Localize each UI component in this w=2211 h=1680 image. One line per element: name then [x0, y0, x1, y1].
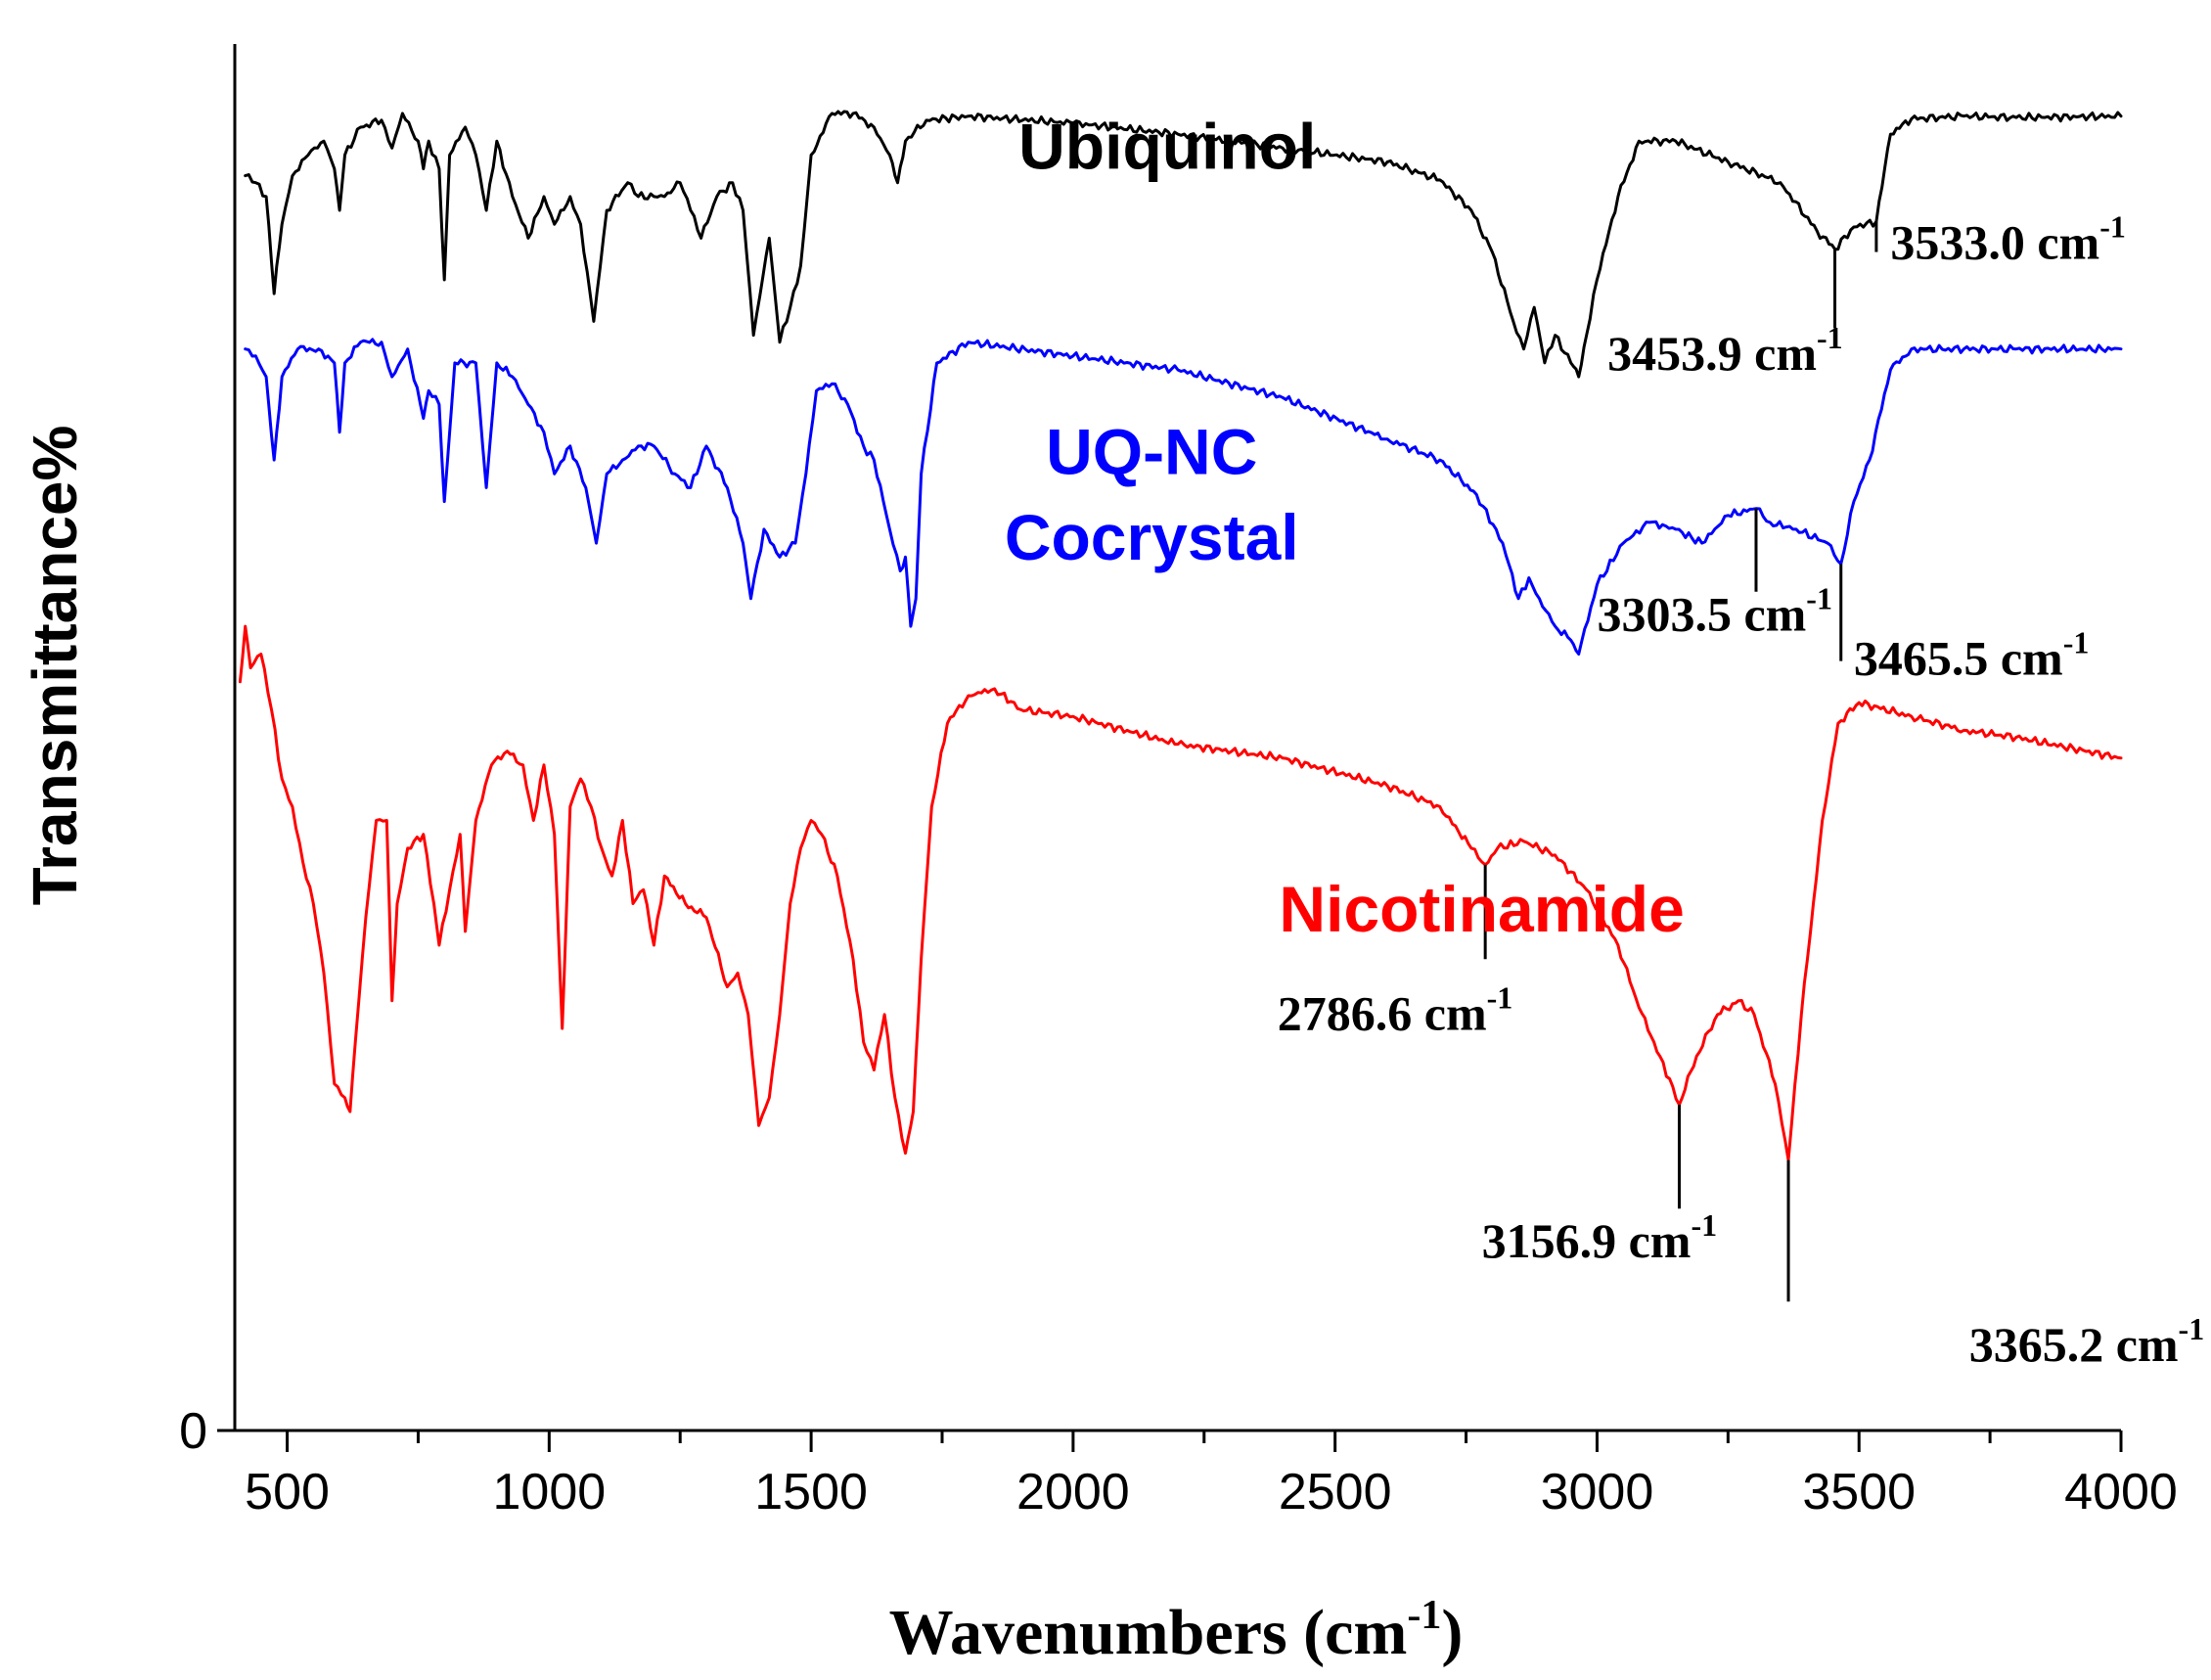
- series-line-3: [238, 624, 2123, 1162]
- peak-label-sup: -1: [1691, 1207, 1717, 1243]
- series-label: Cocrystal: [1005, 501, 1299, 573]
- series-layer: [238, 110, 2123, 1162]
- peak-label-sup: -1: [2063, 625, 2090, 660]
- x-tick-label: 1000: [492, 1464, 606, 1521]
- x-tick-label: 2500: [1279, 1464, 1392, 1521]
- label-layer: Ubiquinol UQ-NC Cocrystal Nicotinamide: [1005, 111, 1685, 945]
- y-axis-title: Transmittance%: [20, 426, 90, 906]
- peak-label: 3533.0 cm-1: [1890, 209, 2125, 270]
- x-axis-title-close: ): [1441, 1597, 1463, 1668]
- x-axis-title-sup: -1: [1407, 1593, 1441, 1638]
- x-axis-title-main: Wavenumbers (cm: [889, 1597, 1408, 1668]
- x-tick-label: 3000: [1541, 1464, 1654, 1521]
- peak-label-sup: -1: [1806, 580, 1832, 615]
- series-line-2: [244, 338, 2123, 656]
- series-label: Nicotinamide: [1279, 873, 1684, 945]
- peak-label-sup: -1: [2099, 209, 2126, 245]
- x-tick-label: 1500: [754, 1464, 868, 1521]
- series-label: Ubiquinol: [1018, 111, 1316, 183]
- peak-label: 3465.5 cm-1: [1854, 625, 2090, 686]
- peak-label: 3156.9 cm-1: [1482, 1207, 1718, 1268]
- peak-label-value: 3303.5 cm: [1597, 586, 1806, 641]
- peak-label-sup: -1: [1817, 320, 1843, 355]
- peak-label: 2786.6 cm-1: [1278, 979, 1513, 1040]
- series-line-1: [244, 110, 2123, 379]
- x-tick-label: 2000: [1016, 1464, 1130, 1521]
- peak-label-value: 3365.2 cm: [1969, 1317, 2179, 1372]
- x-axis-title: Wavenumbers (cm-1): [889, 1593, 1464, 1668]
- x-tick-label: 3500: [1802, 1464, 1916, 1521]
- peak-label-sup: -1: [2179, 1311, 2205, 1346]
- peak-label-value: 2786.6 cm: [1278, 985, 1487, 1040]
- peak-label: 3303.5 cm-1: [1597, 580, 1832, 641]
- x-tick-label: 500: [245, 1464, 330, 1521]
- y-tick-label: 0: [179, 1403, 207, 1460]
- peak-label: 3365.2 cm-1: [1969, 1311, 2205, 1372]
- peak-label-value: 3465.5 cm: [1854, 631, 2063, 686]
- x-tick-label: 4000: [2064, 1464, 2178, 1521]
- peak-label-value: 3156.9 cm: [1482, 1213, 1692, 1268]
- axes: 500 1000 1500 2000 2500 3000 3500 4000 0: [179, 44, 2178, 1521]
- series-label: UQ-NC: [1046, 415, 1257, 487]
- peak-label-sup: -1: [1487, 979, 1513, 1015]
- peak-label-value: 3453.9 cm: [1607, 326, 1817, 381]
- peak-label: 3453.9 cm-1: [1607, 320, 1843, 381]
- peak-label-value: 3533.0 cm: [1890, 215, 2099, 270]
